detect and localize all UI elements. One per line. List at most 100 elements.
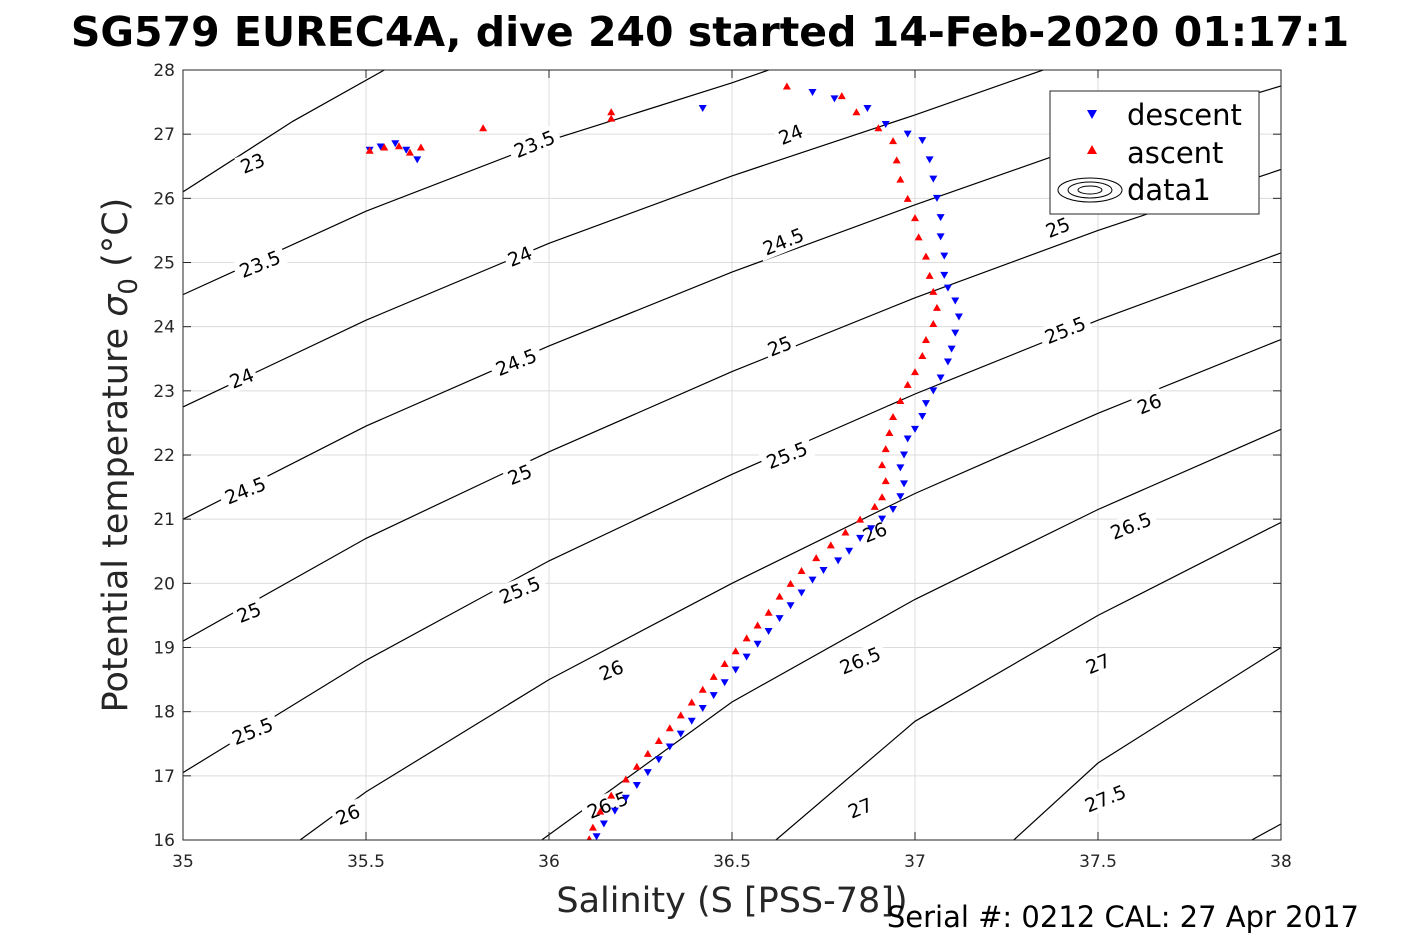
descent-point xyxy=(676,730,685,738)
descent-point xyxy=(709,692,718,700)
ascent-point xyxy=(878,461,887,469)
ascent-point xyxy=(914,233,923,241)
descent-point xyxy=(391,140,400,148)
descent-point xyxy=(936,374,945,382)
descent-point xyxy=(753,640,762,648)
contour-label-bg xyxy=(593,654,630,686)
ascent-point xyxy=(911,214,919,222)
descent-point xyxy=(599,820,608,828)
ascent-point xyxy=(394,142,403,150)
ascent-point xyxy=(687,698,696,706)
contour-label-bg xyxy=(506,123,563,164)
ascent-point xyxy=(607,108,616,116)
ascent-point xyxy=(621,775,630,783)
legend-ascent-marker xyxy=(1087,145,1097,154)
contour-label-bg xyxy=(231,243,289,284)
serial-footer: Serial #: 0212 CAL: 27 Apr 2017 xyxy=(887,900,1359,934)
y-axis-label-unit: (°C) xyxy=(96,198,136,278)
descent-point xyxy=(951,329,960,337)
ascent-series xyxy=(365,82,941,840)
ascent-point xyxy=(782,82,791,90)
descent-point xyxy=(808,88,817,96)
descent-point xyxy=(592,833,601,840)
ascent-point xyxy=(881,445,890,453)
ascent-point xyxy=(837,92,846,100)
ascent-point xyxy=(632,762,641,770)
descent-point xyxy=(775,615,784,623)
legend-contour-icon xyxy=(1057,177,1123,203)
ascent-point xyxy=(812,554,821,562)
y-tick-label: 26 xyxy=(153,189,175,209)
descent-point xyxy=(856,534,865,542)
ascent-point xyxy=(742,634,751,642)
legend-descent-label: descent xyxy=(1127,98,1242,132)
descent-point xyxy=(932,194,941,202)
ascent-point xyxy=(588,823,597,831)
contour-line-28 xyxy=(1251,823,1281,840)
ascent-point xyxy=(586,835,592,840)
y-tick-label: 20 xyxy=(153,574,175,594)
contour-line-27.5 xyxy=(1013,646,1281,840)
ascent-point xyxy=(921,336,930,343)
contour-label-bg xyxy=(856,516,893,548)
ascent-point xyxy=(698,685,707,693)
contour-label-group: 23 xyxy=(234,147,271,179)
descent-point xyxy=(731,666,740,674)
legend-ascent-label: ascent xyxy=(1127,136,1223,170)
descent-point xyxy=(925,156,934,164)
ascent-point xyxy=(889,413,898,420)
ascent-point xyxy=(841,528,850,536)
descent-point xyxy=(947,345,956,353)
descent-point xyxy=(742,653,751,661)
descent-point xyxy=(896,493,905,501)
descent-point xyxy=(797,589,806,597)
ascent-point xyxy=(896,396,905,404)
descent-point xyxy=(940,271,949,279)
descent-point xyxy=(665,743,674,751)
descent-point xyxy=(830,95,839,103)
y-tick-label: 22 xyxy=(153,446,175,466)
descent-point xyxy=(610,807,619,815)
ascent-point xyxy=(911,368,919,376)
ascent-point xyxy=(775,592,784,600)
x-axis-label: Salinity (S [PSS-78]) xyxy=(556,881,907,921)
contour-label-bg xyxy=(501,458,538,491)
contour-line-24 xyxy=(183,70,1044,408)
descent-point xyxy=(903,130,912,138)
contour-label-bg xyxy=(761,330,798,362)
ascent-point xyxy=(881,477,890,485)
descent-point xyxy=(632,781,641,789)
y-axis-ticks: 16 17 18 19 20 21 22 23 24 25 26 27 28 xyxy=(153,61,1281,851)
descent-point xyxy=(819,567,828,574)
ascent-point xyxy=(676,711,685,719)
descent-point xyxy=(900,451,909,459)
y-tick-label: 24 xyxy=(153,318,175,338)
ascent-point xyxy=(892,156,901,164)
ascent-point xyxy=(416,143,425,151)
descent-point xyxy=(896,464,905,472)
descent-point xyxy=(881,121,890,129)
ascent-point xyxy=(709,672,718,680)
ascent-point xyxy=(665,724,674,732)
y-tick-label: 27 xyxy=(153,125,175,145)
descent-point xyxy=(936,214,945,222)
descent-point xyxy=(867,525,876,533)
ascent-point xyxy=(786,579,795,587)
y-tick-label: 25 xyxy=(153,254,175,274)
y-tick-label: 18 xyxy=(153,703,175,723)
ascent-point xyxy=(856,515,865,523)
ascent-point xyxy=(874,124,883,132)
ascent-point xyxy=(929,287,938,295)
descent-point xyxy=(929,175,938,183)
y-axis-label-sigma: σ xyxy=(96,293,136,317)
ascent-point xyxy=(826,541,835,549)
ascent-point xyxy=(903,380,912,388)
contour-label-bg xyxy=(501,240,538,272)
x-tick-label: 37 xyxy=(904,852,926,872)
ascent-point xyxy=(878,493,887,501)
ascent-point xyxy=(889,137,898,145)
descent-point xyxy=(764,627,773,635)
contour-label-bg xyxy=(758,435,816,475)
legend: descent ascent data1 xyxy=(1049,90,1260,215)
